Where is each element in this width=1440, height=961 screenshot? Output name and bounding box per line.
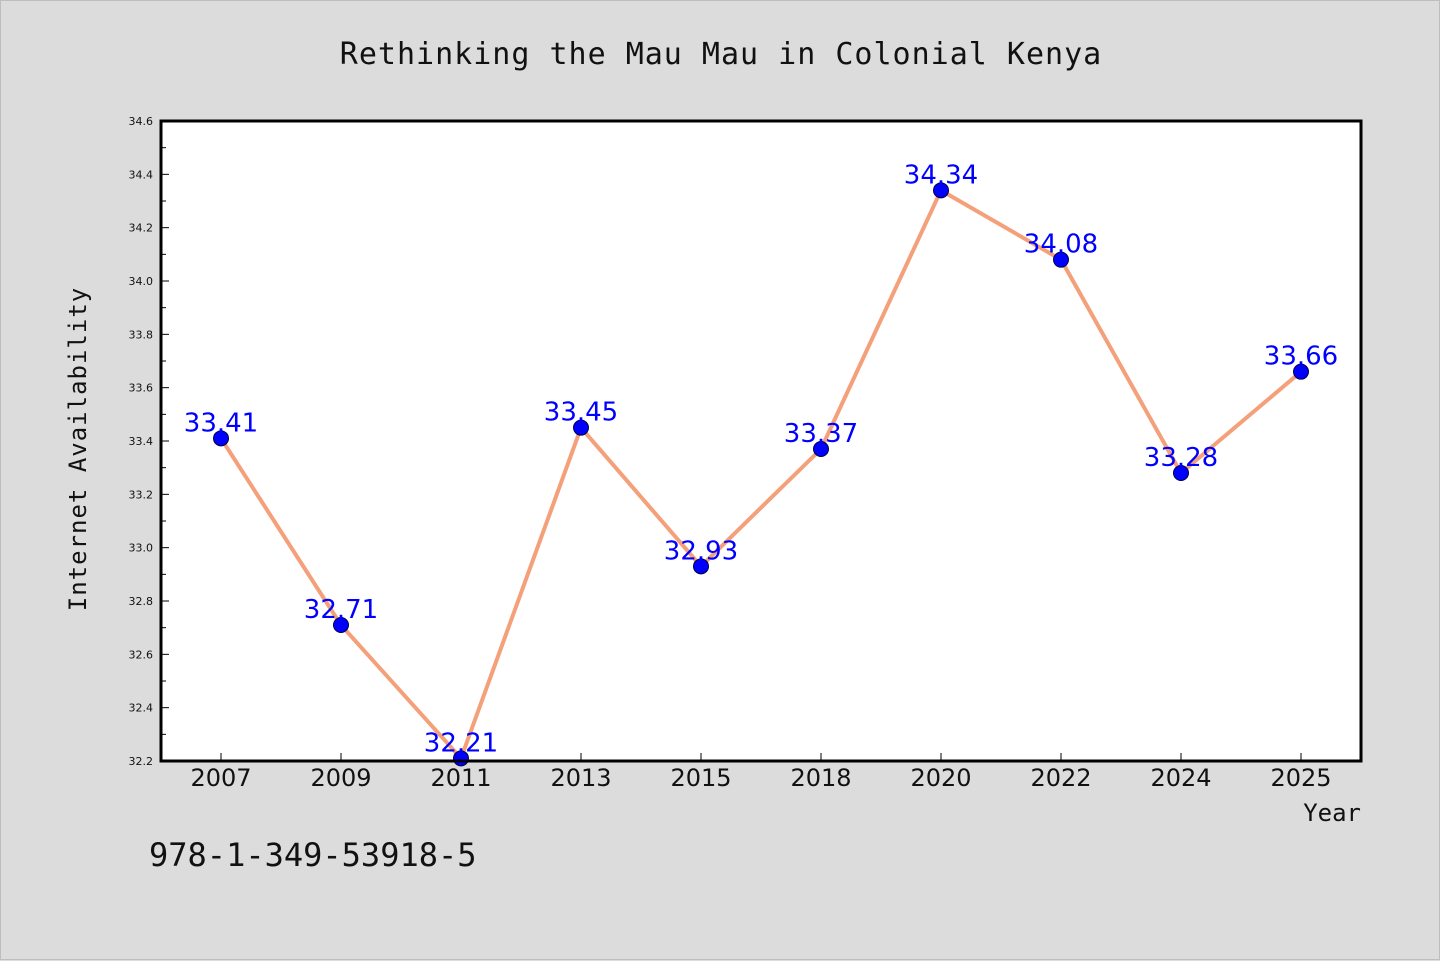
data-point-2025 (1293, 363, 1309, 380)
x-tick-label: 2013 (550, 764, 611, 792)
data-label-2020: 34.34 (904, 160, 978, 190)
x-tick-label: 2007 (190, 764, 251, 792)
y-tick-label: 33.4 (129, 435, 154, 448)
data-label-2025: 33.66 (1264, 342, 1338, 372)
data-point-2020 (933, 182, 949, 199)
data-label-2024: 33.28 (1144, 443, 1218, 473)
data-label-2007: 33.41 (184, 408, 258, 438)
data-label-2022: 34.08 (1024, 230, 1098, 260)
data-labels: 33.41 32.71 32.21 33.45 32.93 33.37 34.34 34.08… (184, 160, 1338, 758)
y-axis-label: Internet Availability (64, 287, 92, 611)
data-label-2013: 33.45 (544, 398, 618, 428)
y-tick-label: 32.4 (129, 702, 154, 715)
data-point-2007 (213, 430, 229, 447)
x-tick-label: 2011 (430, 764, 491, 792)
y-tick-label: 33.6 (129, 382, 154, 395)
x-tick-label: 2024 (1150, 764, 1211, 792)
plot-area (161, 121, 1361, 761)
y-tick-label: 33.8 (129, 328, 154, 341)
x-tick-label: 2009 (310, 764, 371, 792)
isbn-text: 978-1-349-53918-5 (149, 836, 477, 874)
data-point-2015 (693, 558, 709, 575)
data-point-2024 (1173, 465, 1189, 481)
data-point-2018 (813, 441, 829, 457)
y-tick-label: 34.2 (129, 222, 154, 235)
chart-title: Rethinking the Mau Mau in Colonial Kenya (340, 37, 1102, 72)
y-tick-label: 34.4 (129, 168, 154, 181)
data-point-2022 (1053, 251, 1069, 268)
plot-frame (159, 119, 1363, 763)
data-label-2018: 33.37 (784, 419, 858, 449)
data-label-2011: 32.21 (424, 728, 498, 758)
x-axis: 2007 2009 2011 2013 2015 2018 2020 2022 2024 2025 (190, 753, 1332, 792)
data-label-2015: 32.93 (664, 536, 738, 566)
y-tick-label: 32.8 (129, 595, 154, 608)
x-tick-label: 2022 (1030, 764, 1091, 792)
y-tick-label: 33.0 (129, 542, 154, 555)
y-axis: 32.2 32.4 32.6 32.8 33.0 33.2 33.4 33.6 33.8 34.0… (129, 115, 169, 768)
x-tick-label: 2015 (670, 764, 731, 792)
x-tick-label: 2025 (1270, 764, 1331, 792)
series-line (219, 188, 1303, 761)
y-tick-label: 32.2 (129, 755, 154, 768)
x-tick-label: 2020 (910, 764, 971, 792)
data-point-2013 (573, 419, 589, 436)
data-label-2009: 32.71 (304, 595, 378, 625)
y-tick-label: 32.6 (129, 648, 154, 661)
y-tick-label: 34.0 (129, 275, 154, 288)
x-axis-label: Year (1303, 799, 1361, 827)
y-tick-label: 33.2 (129, 488, 154, 501)
data-point-2009 (333, 617, 349, 633)
x-tick-label: 2018 (790, 764, 851, 792)
y-tick-label: 34.6 (129, 115, 154, 128)
